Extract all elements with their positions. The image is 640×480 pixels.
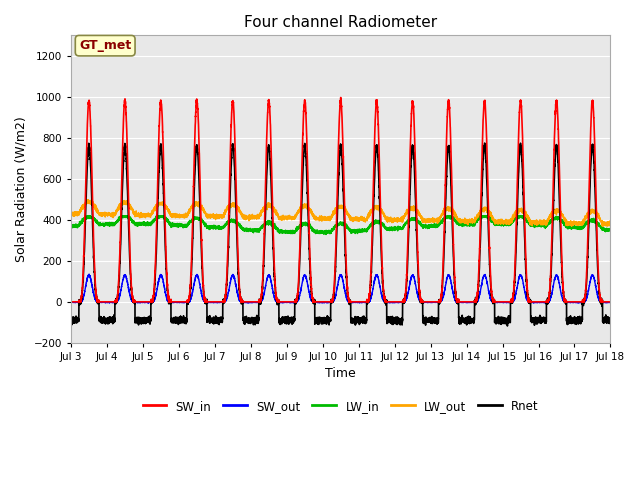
Rnet [477, 233, 484, 239]
Rnet [481, 140, 488, 146]
LW_out [84, 197, 92, 203]
SW_out [112, 300, 120, 306]
LW_in [84, 213, 92, 218]
LW_out [584, 209, 591, 215]
LW_out [607, 221, 614, 227]
SW_in [461, 299, 469, 305]
SW_out [477, 287, 484, 292]
LW_in [584, 218, 592, 224]
Line: LW_out: LW_out [71, 200, 611, 227]
SW_in [250, 299, 258, 305]
SW_out [85, 271, 93, 277]
Rnet [584, 250, 592, 255]
SW_in [67, 299, 75, 305]
Rnet [323, 316, 330, 322]
SW_in [577, 299, 585, 305]
LW_in [607, 227, 614, 233]
SW_in [76, 300, 83, 305]
SW_out [577, 300, 585, 305]
LW_in [477, 214, 484, 220]
Rnet [461, 315, 469, 321]
LW_in [250, 227, 258, 232]
Line: LW_in: LW_in [71, 216, 611, 235]
LW_out [477, 209, 484, 215]
SW_in [607, 299, 614, 305]
Rnet [577, 317, 585, 323]
LW_in [323, 229, 330, 235]
LW_in [322, 232, 330, 238]
SW_out [584, 290, 592, 296]
Title: Four channel Radiometer: Four channel Radiometer [244, 15, 437, 30]
LW_out [577, 220, 585, 226]
Line: Rnet: Rnet [71, 143, 611, 326]
SW_in [477, 206, 484, 212]
SW_out [67, 300, 75, 305]
LW_out [67, 213, 75, 219]
SW_in [337, 95, 344, 100]
Y-axis label: Solar Radiation (W/m2): Solar Radiation (W/m2) [15, 116, 28, 262]
LW_out [323, 216, 330, 222]
Rnet [250, 319, 258, 325]
Rnet [607, 321, 614, 326]
LW_in [577, 226, 585, 232]
Text: GT_met: GT_met [79, 39, 131, 52]
SW_out [323, 299, 330, 305]
Rnet [67, 316, 75, 322]
LW_in [461, 222, 469, 228]
LW_out [250, 214, 258, 219]
SW_out [461, 300, 469, 305]
LW_out [461, 219, 469, 225]
SW_out [607, 300, 614, 305]
Rnet [504, 323, 511, 329]
LW_out [599, 224, 607, 229]
Line: SW_in: SW_in [71, 97, 611, 302]
X-axis label: Time: Time [325, 367, 356, 380]
SW_in [323, 299, 330, 305]
SW_in [584, 233, 592, 239]
Line: SW_out: SW_out [71, 274, 611, 303]
SW_out [251, 299, 259, 305]
Legend: SW_in, SW_out, LW_in, LW_out, Rnet: SW_in, SW_out, LW_in, LW_out, Rnet [138, 395, 543, 417]
LW_in [67, 223, 75, 228]
